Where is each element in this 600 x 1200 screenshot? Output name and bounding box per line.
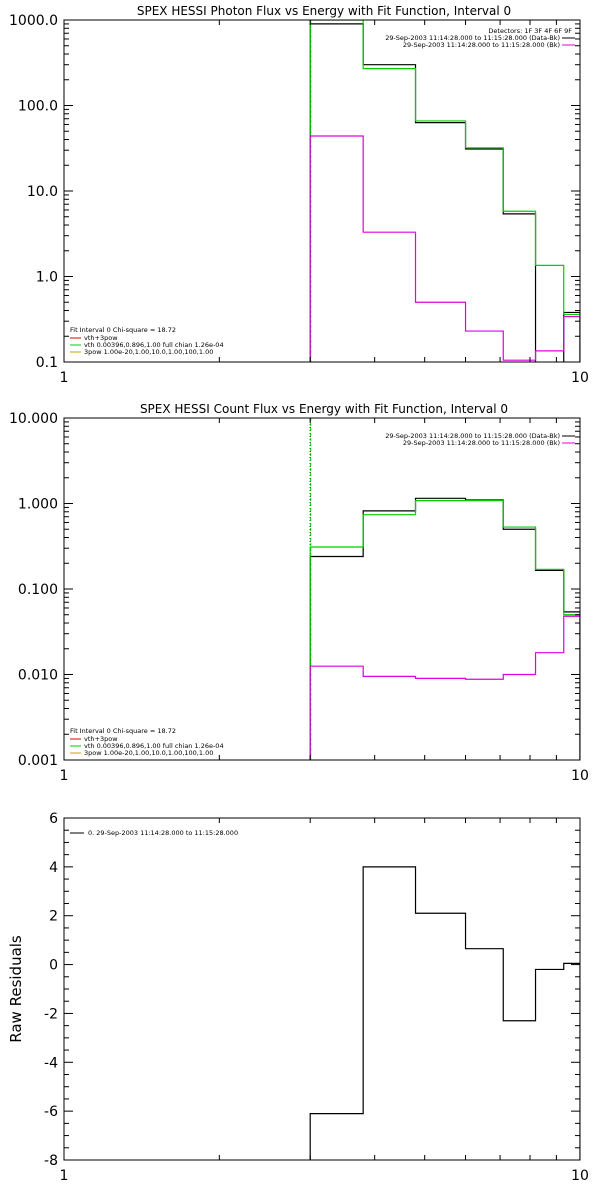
photon-y-tick-label: 1000.0 (9, 13, 58, 29)
photon-flux-legend-left: Fit Interval 0 Chi-square = 18.72 vth+3p… (70, 326, 224, 356)
residuals-legend-entry: 0. 29-Sep-2003 11:14:28.000 to 11:15:28.… (88, 829, 238, 837)
photon-x-tick-label: 1 (60, 370, 69, 386)
residuals-y-tick-label: -6 (44, 1104, 58, 1120)
count-flux-marks (310, 418, 580, 765)
photon-series-0 (310, 24, 580, 370)
photon-fit-entry-pow: 3pow 1.00e-20,1.00,10.0,1.00,100,1.00 (84, 348, 213, 356)
count-flux-plot-frame (64, 418, 580, 760)
count-y-tick-label: 10.000 (9, 411, 58, 427)
residuals-panel: 1 10 -8 -6 -4 -2 0 2 4 6 Raw Residuals 0. 29-Sep-… (7, 811, 589, 1184)
residuals-marks (310, 867, 580, 1165)
residuals-clip-group (310, 867, 580, 1165)
residuals-x-tick-label: 10 (571, 1168, 589, 1184)
count-flux-legend-left: Fit Interval 0 Chi-square = 18.72 vth+3p… (70, 727, 224, 757)
count-y-tick-label: 0.001 (18, 753, 58, 769)
count-flux-title: SPEX HESSI Count Flux vs Energy with Fit… (140, 402, 508, 416)
residuals-y-tick-label: 2 (49, 909, 58, 925)
residuals-x-tick-label: 1 (60, 1168, 69, 1184)
residuals-plot-frame (64, 818, 580, 1160)
count-flux-panel: SPEX HESSI Count Flux vs Energy with Fit… (9, 402, 589, 784)
residuals-y-tick-label: -8 (44, 1153, 58, 1169)
photon-series-2 (310, 136, 580, 367)
photon-flux-title: SPEX HESSI Photon Flux vs Energy with Fi… (137, 4, 511, 18)
residuals-y-tick-label: 6 (49, 811, 58, 827)
residuals-y-tick-label: -2 (44, 1006, 58, 1022)
photon-series-1 (310, 20, 580, 367)
photon-flux-legend-right: Detectors: 1F 3F 4F 6F 9F 29-Sep-2003 11… (385, 27, 575, 49)
count-y-tick-label: 1.000 (18, 497, 58, 513)
photon-flux-plot-frame (64, 20, 580, 362)
count-x-tick-label: 10 (571, 768, 589, 784)
photon-y-tick-label: 1.0 (36, 270, 58, 286)
residuals-series-0 (310, 867, 580, 1165)
photon-fit-header: Fit Interval 0 Chi-square = 18.72 (70, 326, 176, 334)
residuals-y-tick-label: 0 (49, 958, 58, 974)
count-legend-entry-bk: 29-Sep-2003 11:14:28.000 to 11:15:28.000… (403, 439, 560, 447)
photon-clip-group (310, 20, 580, 370)
photon-y-tick-label: 10.0 (27, 184, 58, 200)
count-flux-legend-right: 29-Sep-2003 11:14:28.000 to 11:15:28.000… (385, 432, 575, 447)
residuals-legend: 0. 29-Sep-2003 11:14:28.000 to 11:15:28.… (70, 829, 238, 837)
residuals-ticks: 1 10 -8 -6 -4 -2 0 2 4 6 (44, 811, 589, 1184)
count-series-2 (310, 616, 580, 765)
photon-flux-panel: SPEX HESSI Photon Flux vs Energy with Fi… (9, 4, 589, 386)
photon-y-tick-label: 0.1 (36, 355, 58, 371)
photon-x-tick-label: 10 (571, 370, 589, 386)
count-series-0 (310, 498, 580, 765)
count-fit-header: Fit Interval 0 Chi-square = 18.72 (70, 727, 176, 735)
count-y-tick-label: 0.100 (18, 582, 58, 598)
residuals-y-tick-label: -4 (44, 1055, 58, 1071)
photon-flux-marks (310, 20, 580, 370)
residuals-y-tick-label: 4 (49, 860, 58, 876)
photon-legend-entry-bk: 29-Sep-2003 11:14:28.000 to 11:15:28.000… (403, 41, 560, 49)
count-fit-entry-pow: 3pow 1.00e-20,1.00,10.0,1.00,100,1.00 (84, 749, 213, 757)
count-series-1 (310, 501, 580, 765)
count-y-tick-label: 0.010 (18, 668, 58, 684)
count-clip-group (310, 418, 580, 765)
count-x-tick-label: 1 (60, 768, 69, 784)
residuals-y-axis-label: Raw Residuals (7, 935, 25, 1043)
photon-y-tick-label: 100.0 (18, 99, 58, 115)
